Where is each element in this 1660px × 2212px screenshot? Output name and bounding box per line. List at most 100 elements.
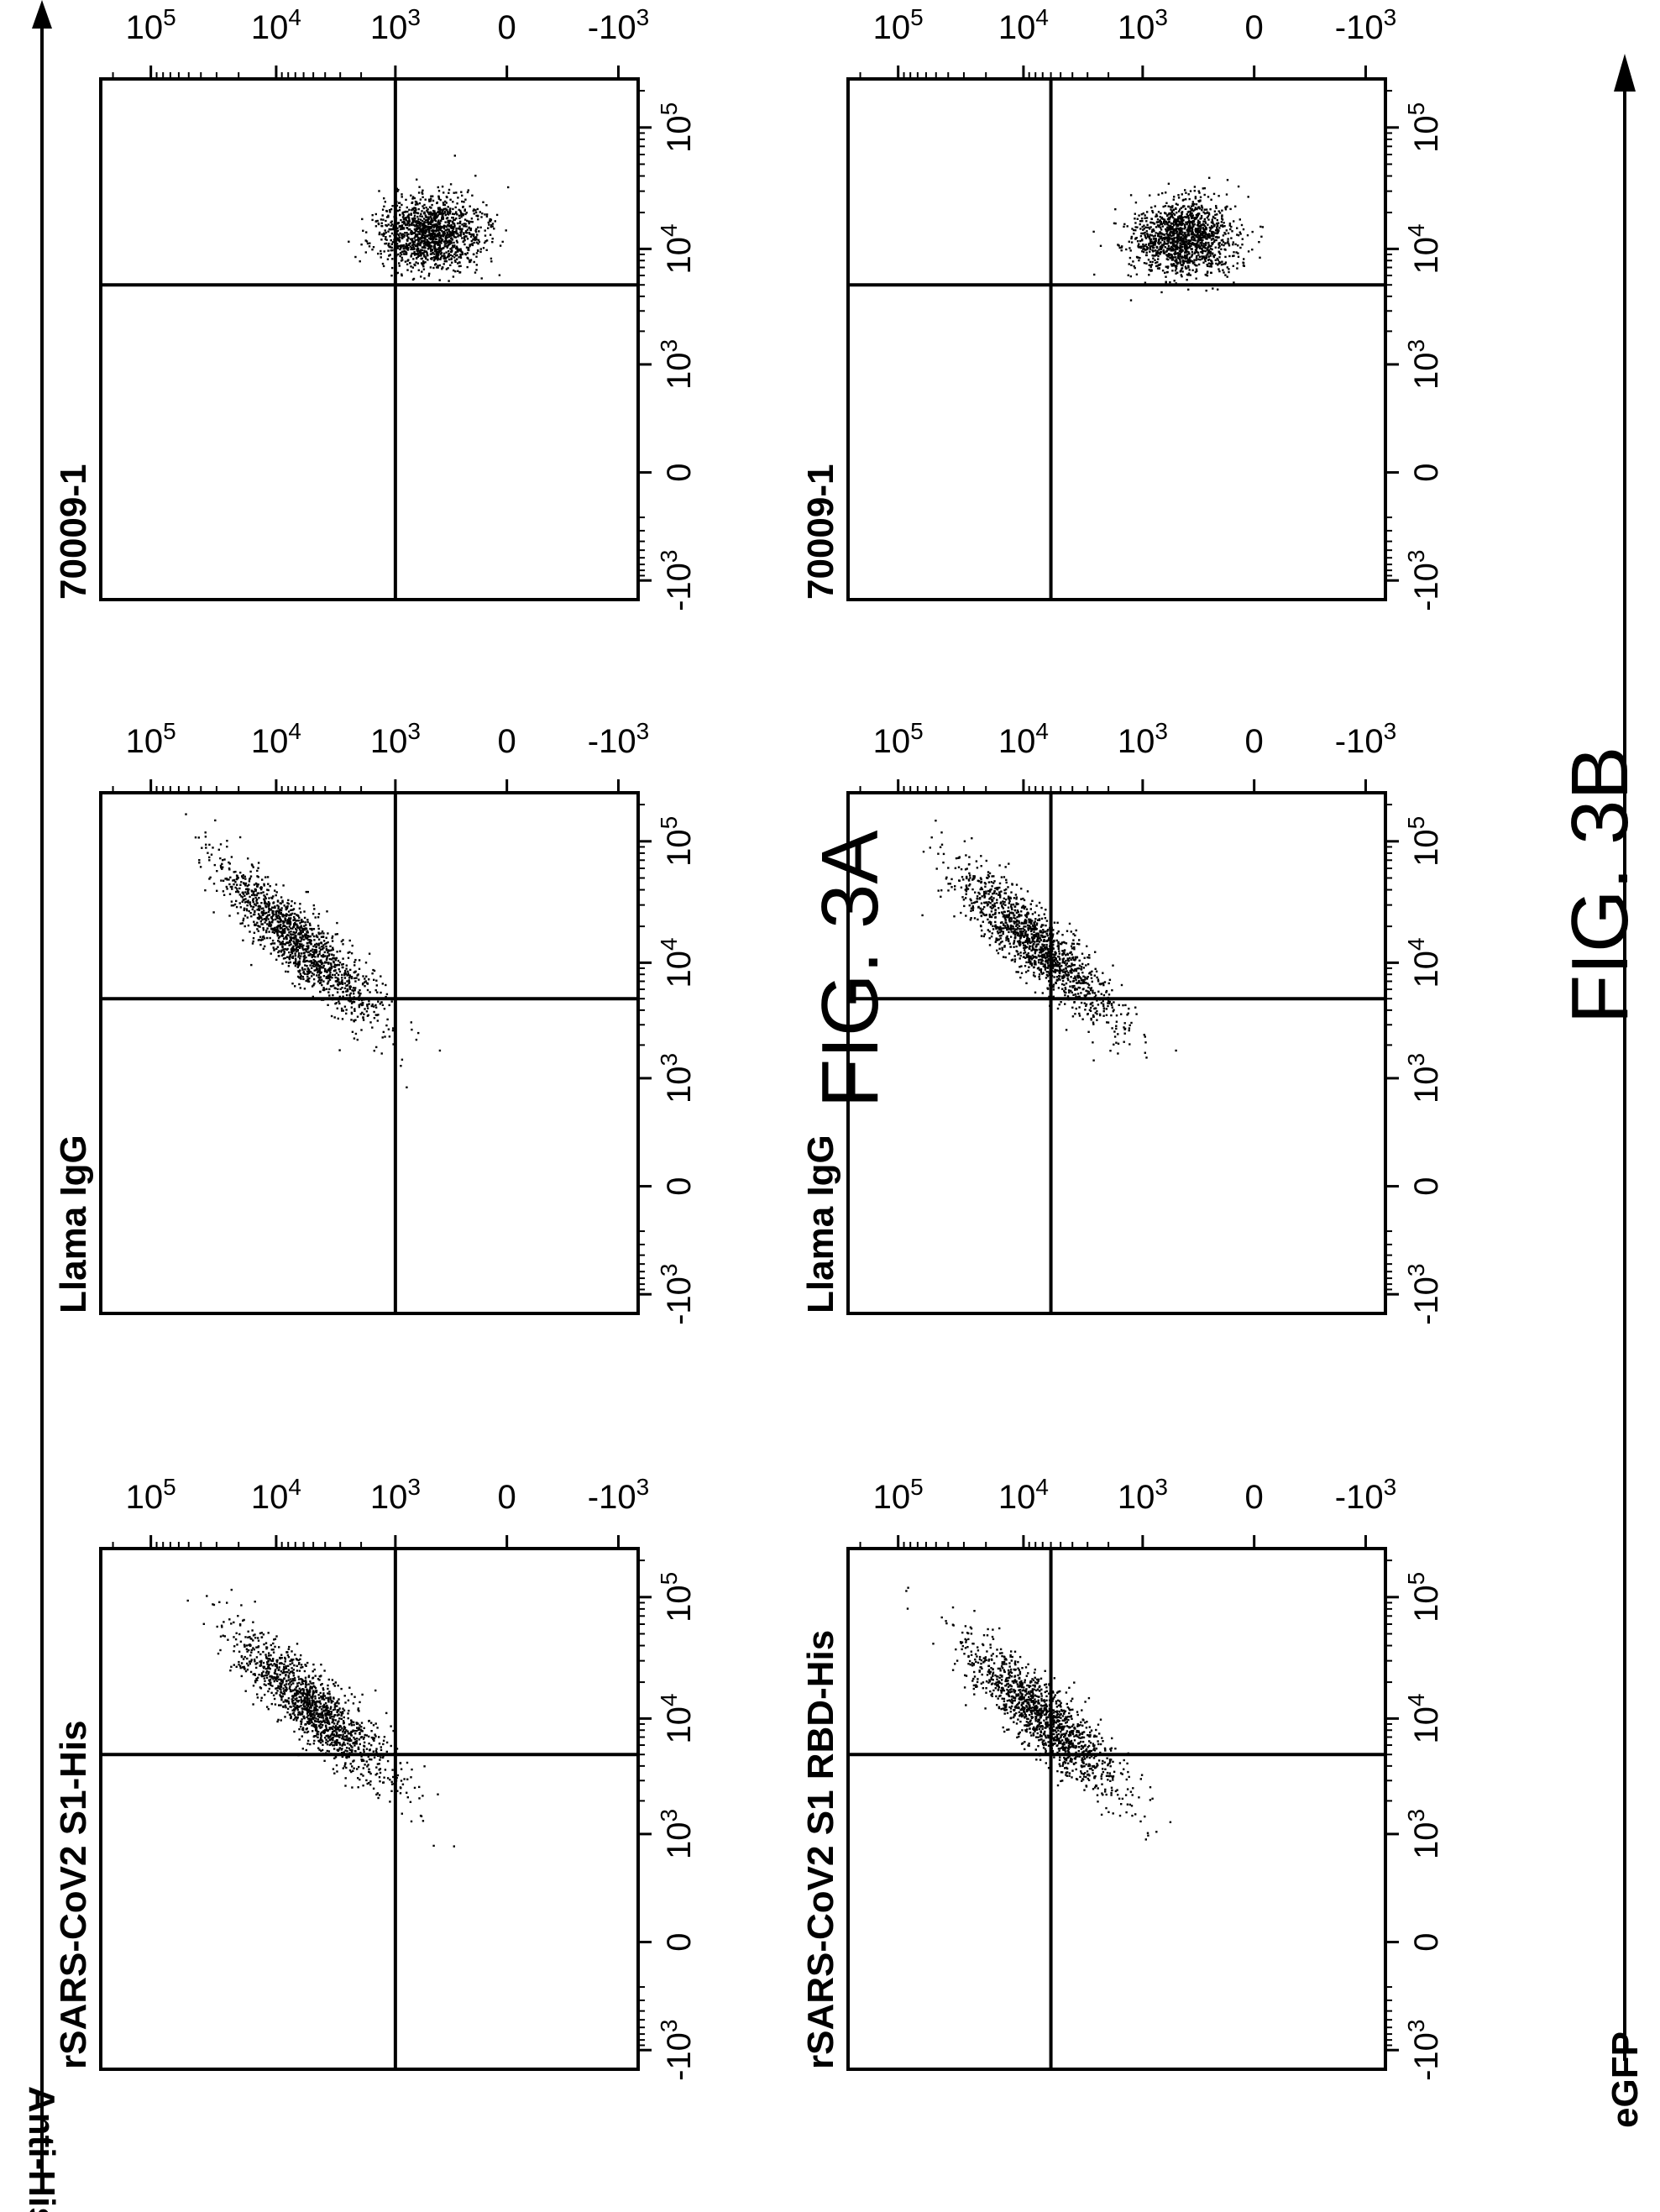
data-point <box>299 1688 301 1690</box>
data-point <box>280 1670 282 1672</box>
data-point <box>273 948 275 950</box>
data-point <box>447 224 448 226</box>
data-point <box>353 1724 354 1726</box>
data-point <box>256 928 258 930</box>
data-point <box>275 1677 277 1679</box>
data-point <box>1055 1694 1056 1696</box>
data-point <box>435 225 437 227</box>
data-point <box>482 202 484 203</box>
data-point <box>326 949 327 951</box>
data-point <box>322 962 323 964</box>
data-point <box>366 1010 368 1012</box>
data-point <box>451 247 453 249</box>
data-point <box>484 213 485 215</box>
data-point <box>478 230 479 232</box>
data-point <box>239 1665 241 1667</box>
data-point <box>327 991 329 993</box>
data-point <box>307 951 309 953</box>
data-point <box>291 1650 292 1652</box>
data-point <box>336 922 338 924</box>
data-point <box>279 909 280 910</box>
data-point <box>385 984 386 986</box>
data-point <box>293 1695 295 1696</box>
data-point <box>334 1016 336 1018</box>
data-point <box>318 1713 320 1715</box>
data-point <box>359 260 361 262</box>
data-point <box>243 920 244 921</box>
data-point <box>205 831 207 833</box>
data-point <box>263 1662 264 1664</box>
data-point <box>291 1696 293 1697</box>
data-point <box>254 914 255 915</box>
data-point <box>283 1666 285 1668</box>
data-point <box>353 1010 355 1012</box>
data-point <box>373 246 374 248</box>
data-point <box>288 1649 290 1650</box>
data-point <box>306 946 307 947</box>
data-point <box>221 868 223 870</box>
data-point <box>474 261 475 263</box>
data-point <box>237 891 238 893</box>
data-point <box>406 207 408 208</box>
data-point <box>384 243 385 244</box>
data-point <box>1028 1696 1029 1698</box>
data-point <box>241 1675 243 1677</box>
data-point <box>469 233 470 235</box>
y-tick-label: 105 <box>126 1474 176 1516</box>
data-point <box>269 1675 270 1677</box>
data-point <box>1003 1661 1005 1663</box>
data-point <box>384 250 385 252</box>
data-point <box>296 1719 297 1721</box>
data-point <box>242 901 244 903</box>
data-point <box>989 1643 991 1645</box>
data-point <box>1024 1724 1025 1726</box>
data-point <box>291 905 292 907</box>
data-point <box>316 936 317 937</box>
data-point <box>468 249 469 251</box>
data-point <box>417 242 419 244</box>
data-point <box>344 1749 346 1751</box>
data-point <box>275 929 277 930</box>
data-point <box>438 251 440 253</box>
data-point <box>382 1757 384 1759</box>
data-point <box>1010 1711 1012 1712</box>
data-point <box>391 267 393 269</box>
data-point <box>328 1723 330 1725</box>
data-point <box>266 1706 268 1707</box>
data-point <box>260 1664 262 1666</box>
data-point <box>285 938 287 940</box>
data-point <box>330 1738 332 1740</box>
data-point <box>307 1722 309 1724</box>
data-point <box>336 951 338 952</box>
data-point <box>299 1738 301 1740</box>
data-point <box>254 1660 255 1662</box>
data-point <box>458 249 460 251</box>
data-point <box>391 205 393 207</box>
data-point <box>306 1711 308 1713</box>
data-point <box>386 1751 388 1753</box>
data-point <box>987 1674 988 1675</box>
data-point <box>967 1663 969 1664</box>
x-axis: -1030103104105 <box>638 91 698 611</box>
data-point <box>375 1046 377 1048</box>
y-tick-label: -103 <box>588 718 649 760</box>
data-point <box>277 1719 279 1721</box>
data-point <box>296 1685 298 1686</box>
data-point <box>330 985 332 987</box>
data-point <box>223 1621 224 1622</box>
data-point <box>328 1714 330 1716</box>
data-point <box>271 1703 273 1705</box>
data-point <box>275 894 277 896</box>
data-point <box>1078 1737 1080 1738</box>
data-point <box>240 1667 242 1669</box>
data-point <box>1052 1729 1054 1731</box>
data-point <box>244 915 246 916</box>
y-tick-label: 0 <box>498 1479 516 1516</box>
data-point <box>363 1014 364 1015</box>
data-point <box>238 888 240 889</box>
data-point <box>487 228 489 229</box>
data-point <box>345 1777 347 1779</box>
data-point <box>1034 1669 1036 1670</box>
data-point <box>246 1650 248 1652</box>
data-point <box>354 971 356 972</box>
